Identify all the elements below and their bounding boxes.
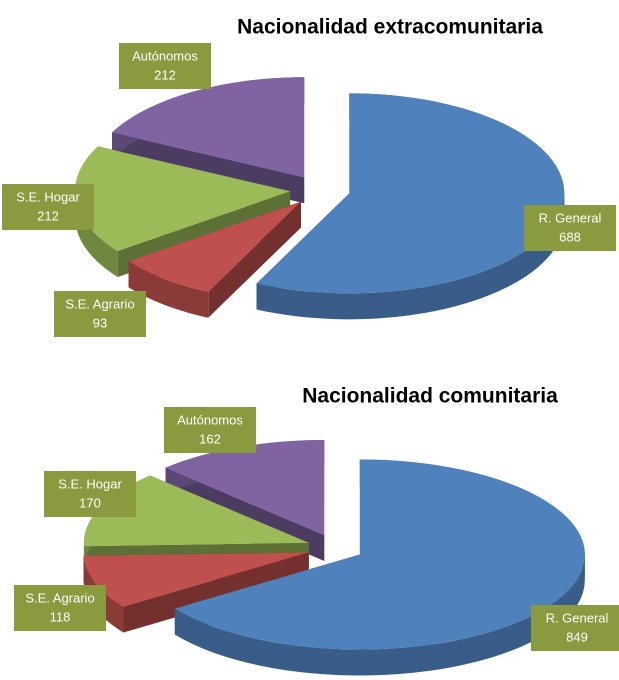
chart-title: Nacionalidad extracomunitaria [237,16,543,39]
label-value: 849 [566,629,588,644]
label-name: S.E. Agrario [65,296,134,311]
pie-slice [83,552,309,633]
slice-top [83,475,309,547]
label-box [14,585,106,631]
label-box [54,291,146,337]
label-value: 93 [93,315,107,330]
label-box [531,605,619,651]
label-value: 688 [559,229,581,244]
slice-top [75,146,291,252]
label-box [2,184,94,230]
label-box [164,407,256,453]
slice-top [256,93,565,294]
label-name: Autónomos [132,48,198,63]
label-box [524,205,616,251]
slice-side [256,193,565,320]
label-name: Autónomos [177,412,243,427]
label-name: R. General [539,210,602,225]
label-name: S.E. Hogar [58,476,122,491]
chart-title: Nacionalidad comunitaria [302,385,558,408]
label-value: 170 [79,495,101,510]
slice-top [83,552,309,607]
slice-top [165,440,325,536]
slice-top [174,459,585,650]
pie-slice [174,459,585,676]
slice-top [112,77,305,178]
pie-slice [128,201,301,318]
label-value: 118 [50,609,71,624]
label-value: 162 [199,431,221,446]
label-value: 212 [154,67,176,82]
label-box [44,471,136,517]
label-name: S.E. Agrario [25,590,94,605]
slice-side [75,191,118,278]
slice-top [128,201,301,292]
slice-side [128,261,209,318]
label-box [119,43,211,89]
pie-slice [256,93,565,320]
label-name: S.E. Hogar [16,189,80,204]
label-name: R. General [546,610,609,625]
slice-side [174,554,585,676]
label-value: 212 [37,208,59,223]
